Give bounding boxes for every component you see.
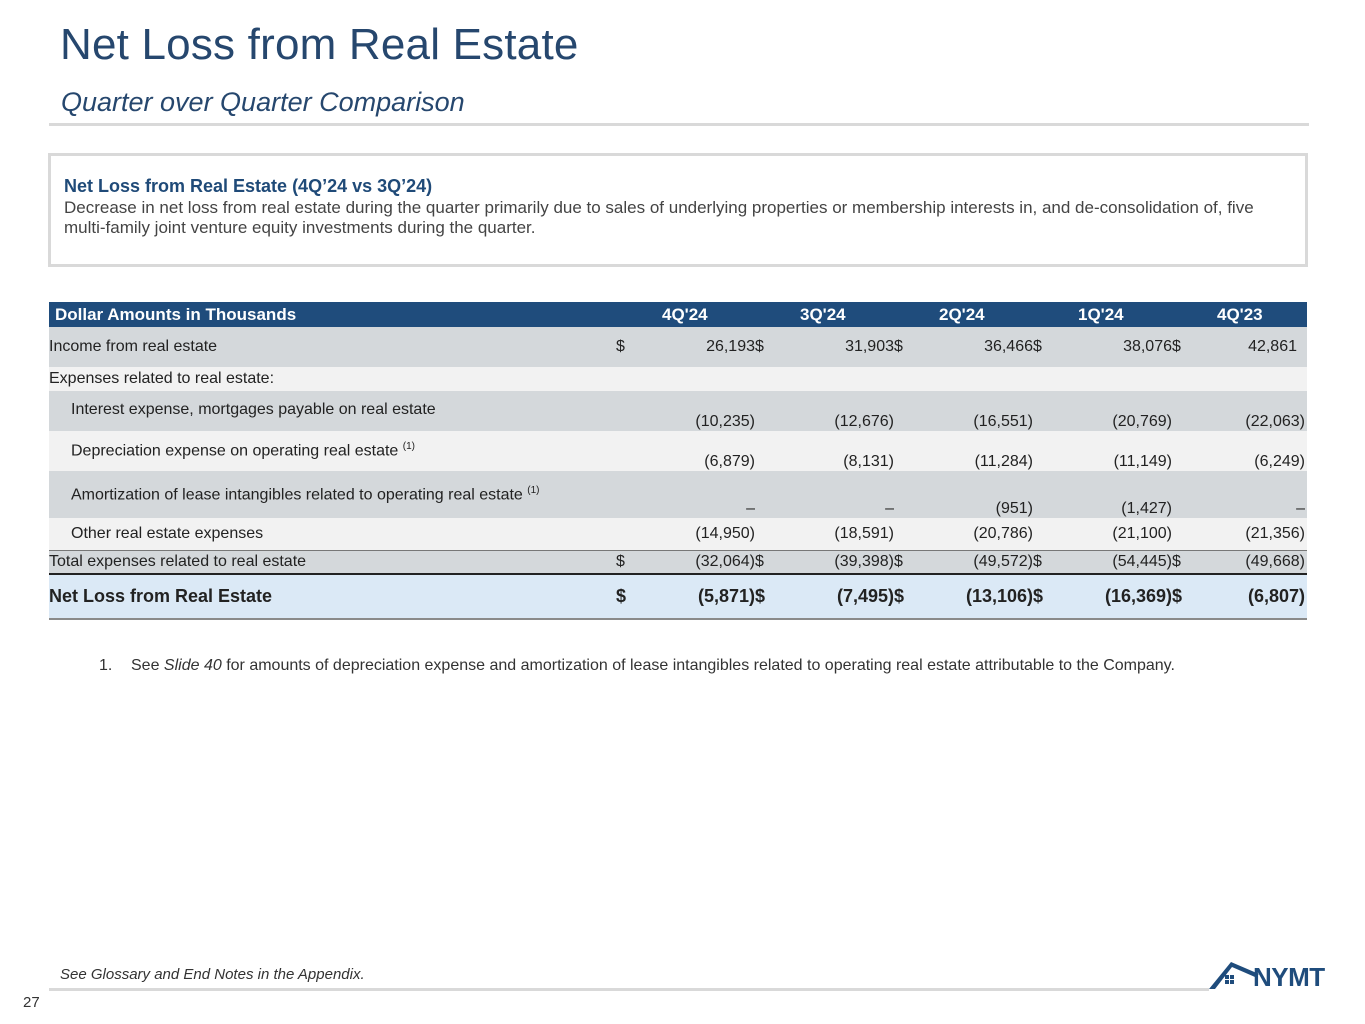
table-row: Other real estate expenses (14,950) (18,… [49,518,1307,550]
table-header-row: Dollar Amounts in Thousands 4Q'24 3Q'24 … [49,302,1307,327]
footnote-ref: (1) [527,485,540,496]
table-header-label: Dollar Amounts in Thousands [55,304,297,324]
row-label: Amortization of lease intangibles relate… [49,471,616,518]
table-cell: 38,076 [1123,338,1172,355]
table-cell: (39,398) [834,552,894,570]
table-cell: (20,786) [973,524,1033,542]
table-cell: (6,807) [1247,586,1305,606]
table-row: Income from real estate $ 26,193 $ 31,90… [49,327,1307,367]
logo-wordmark: NYMT [1253,962,1325,992]
table-row: Interest expense, mortgages payable on r… [49,391,1307,431]
table-cell: (6,249) [1254,453,1305,470]
nymt-logo-icon [1209,962,1259,989]
row-label-text: Depreciation expense on operating real e… [71,442,399,460]
table-cell: 36,466 [984,338,1033,355]
page-number: 27 [23,994,40,1011]
currency-symbol: $ [755,338,764,355]
table-cell: (6,879) [704,453,755,470]
footnote-text: for amounts of depreciation expense and … [221,657,1175,674]
page-subtitle: Quarter over Quarter Comparison [61,87,465,117]
footnote-slide-ref: Slide 40 [163,657,222,674]
column-header: 4Q'23 [1217,304,1263,324]
table-row-total: Total expenses related to real estate $ … [49,550,1307,574]
column-header: 2Q'24 [939,304,985,324]
row-label: Depreciation expense on operating real e… [49,431,616,471]
table-cell: (16,369) [1104,586,1172,606]
table-cell: – [1296,500,1305,517]
title-divider [49,123,1309,126]
table-cell: (1,427) [1121,500,1172,517]
currency-symbol: $ [894,338,903,355]
table-cell: 42,861 [1248,338,1297,355]
table-cell: (11,149) [1113,453,1172,470]
table-cell: (49,668) [1245,552,1305,570]
table-cell: (951) [995,500,1033,517]
table-cell: (18,591) [834,524,894,542]
table-cell: – [746,500,755,517]
table-cell: (21,100) [1112,524,1172,542]
table-cell: (8,131) [843,453,894,470]
column-header: 1Q'24 [1078,304,1124,324]
glossary-note: See Glossary and End Notes in the Append… [60,966,365,983]
callout-body: Decrease in net loss from real estate du… [64,198,1254,237]
currency-symbol: $ [1033,338,1042,355]
row-label: Income from real estate [49,338,218,355]
table-cell: (11,284) [974,453,1033,470]
table-cell: (32,064) [695,552,755,570]
table-cell: 26,193 [706,338,755,355]
table-cell: – [885,500,894,517]
currency-symbol: $ [894,552,903,570]
table-row: Expenses related to real estate: [49,367,1307,391]
currency-symbol: $ [755,552,764,570]
net-loss-table: Dollar Amounts in Thousands 4Q'24 3Q'24 … [49,302,1307,620]
callout-heading: Net Loss from Real Estate (4Q’24 vs 3Q’2… [64,176,433,196]
row-label: Net Loss from Real Estate [49,586,273,606]
table-cell: (10,235) [695,413,755,430]
table-cell: (14,950) [695,524,755,542]
currency-symbol: $ [616,586,627,606]
table-row-net-loss: Net Loss from Real Estate $ (5,871) $ (7… [49,574,1307,619]
currency-symbol: $ [1172,338,1181,355]
table-cell: (12,676) [834,413,894,430]
footnote-prefix: See [131,657,164,674]
footnote-number: 1. [99,657,113,674]
page-title: Net Loss from Real Estate [60,20,579,69]
row-label-text: Amortization of lease intangibles relate… [71,486,523,504]
table-cell: (54,445) [1112,552,1172,570]
table-cell: (49,572) [973,552,1033,570]
table-cell: (13,106) [965,586,1033,606]
currency-symbol: $ [894,586,905,606]
table-row: Depreciation expense on operating real e… [49,431,1307,471]
table-cell: (5,871) [697,586,755,606]
footnote-ref: (1) [402,441,416,452]
currency-symbol: $ [616,552,625,570]
table-cell: (21,356) [1245,524,1305,542]
column-header: 4Q'24 [662,304,708,324]
column-header: 3Q'24 [800,304,846,324]
table-cell: 31,903 [845,338,894,355]
currency-symbol: $ [755,586,766,606]
summary-callout: Net Loss from Real Estate (4Q’24 vs 3Q’2… [48,153,1308,267]
table-row: Amortization of lease intangibles relate… [49,471,1307,518]
currency-symbol: $ [1033,552,1042,570]
row-label: Expenses related to real estate: [49,370,275,387]
row-label: Other real estate expenses [71,524,264,542]
table-cell: (22,063) [1245,413,1305,430]
row-label: Interest expense, mortgages payable on r… [71,401,436,418]
table-cell: (7,495) [836,586,894,606]
row-label: Total expenses related to real estate [49,552,307,570]
currency-symbol: $ [616,338,625,355]
footer-divider [49,988,1209,991]
currency-symbol: $ [1033,586,1044,606]
currency-symbol: $ [1172,552,1181,570]
table-cell: (20,769) [1112,413,1172,430]
footnote: 1. See Slide 40 for amounts of depreciati… [99,657,1175,675]
table-cell: (16,551) [973,413,1033,430]
currency-symbol: $ [1172,586,1183,606]
